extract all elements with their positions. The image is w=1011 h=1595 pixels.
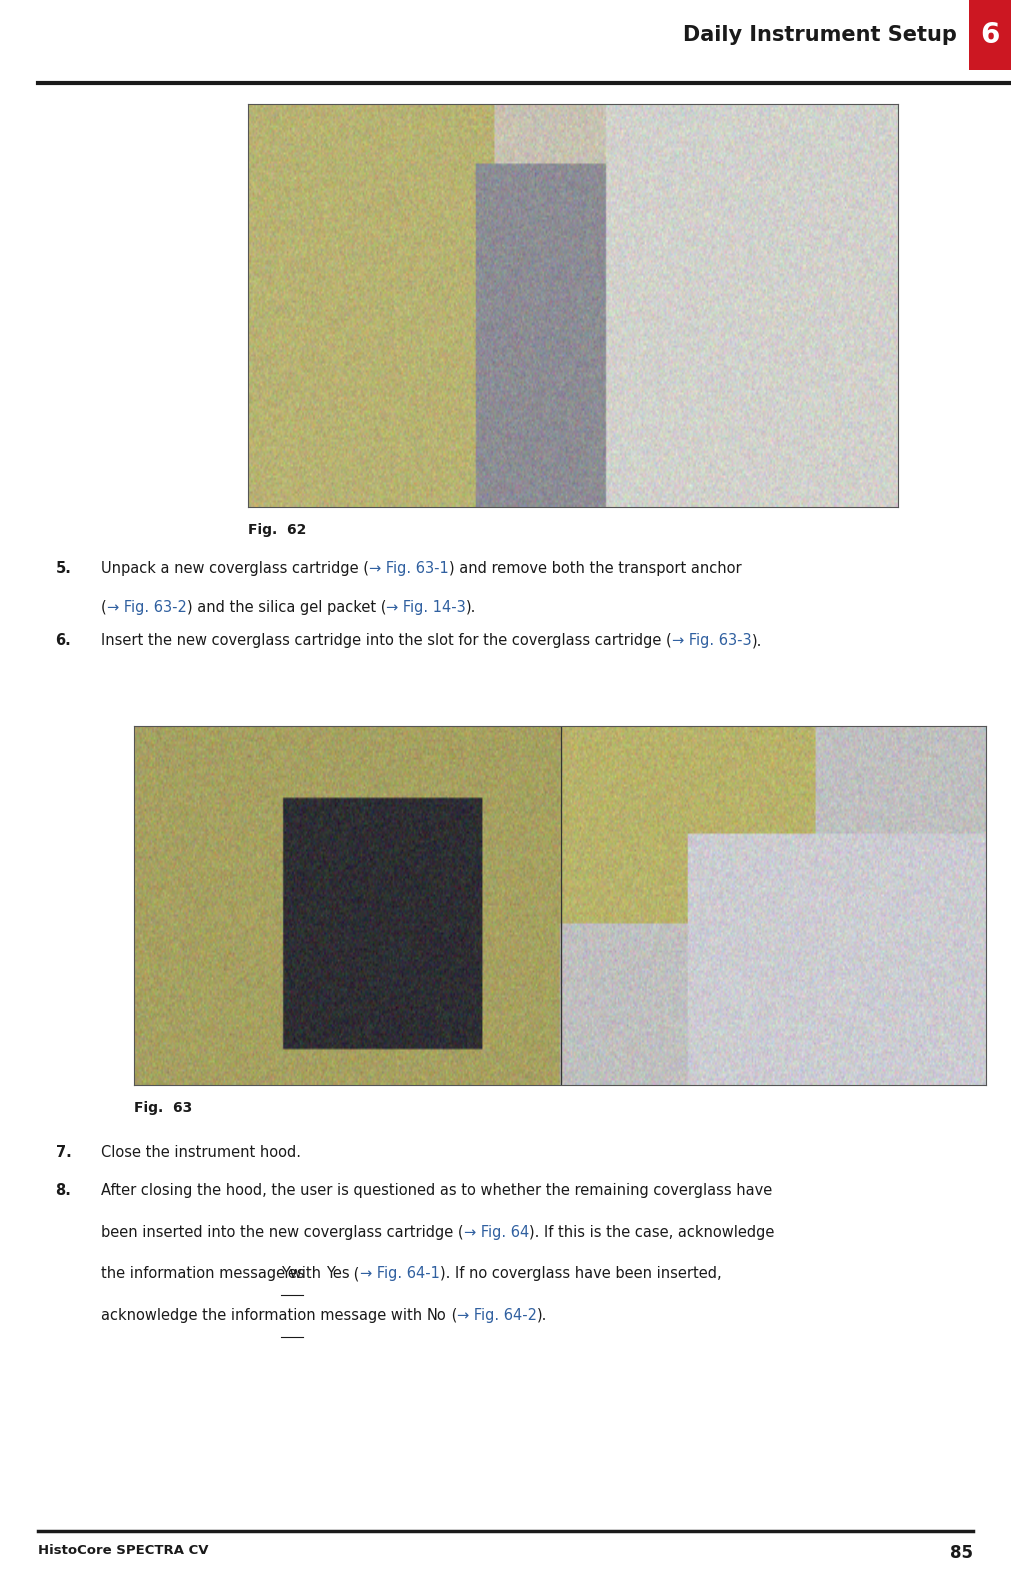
Text: (: ( xyxy=(447,1308,457,1322)
Circle shape xyxy=(148,871,180,922)
Text: (: ( xyxy=(101,600,107,614)
Text: 2: 2 xyxy=(766,471,774,480)
Text: 3: 3 xyxy=(598,287,606,297)
Circle shape xyxy=(727,998,759,1050)
Circle shape xyxy=(585,266,618,317)
Text: Fig.  63: Fig. 63 xyxy=(134,1101,193,1115)
Text: 6: 6 xyxy=(980,21,1000,49)
Text: → Fig. 14-3: → Fig. 14-3 xyxy=(386,600,466,614)
Text: Fig.  62: Fig. 62 xyxy=(248,523,306,538)
Text: ).: ). xyxy=(751,633,762,648)
Text: → Fig. 64-2: → Fig. 64-2 xyxy=(457,1308,537,1322)
Text: No: No xyxy=(427,1308,447,1322)
Circle shape xyxy=(730,405,762,456)
Text: Close the instrument hood.: Close the instrument hood. xyxy=(101,1145,301,1160)
Text: ). If no coverglass have been inserted,: ). If no coverglass have been inserted, xyxy=(440,1266,721,1281)
Text: ) and remove both the transport anchor: ) and remove both the transport anchor xyxy=(449,561,741,576)
Circle shape xyxy=(393,443,426,494)
Text: 7.: 7. xyxy=(56,1145,72,1160)
Circle shape xyxy=(350,732,382,783)
Text: → Fig. 64: → Fig. 64 xyxy=(464,1225,529,1239)
Bar xyxy=(969,0,1011,70)
Text: → Fig. 63-1: → Fig. 63-1 xyxy=(369,561,449,576)
Text: 1: 1 xyxy=(860,796,868,805)
Text: Yes: Yes xyxy=(281,1266,304,1281)
Text: ). If this is the case, acknowledge: ). If this is the case, acknowledge xyxy=(529,1225,774,1239)
Text: → Fig. 63-2: → Fig. 63-2 xyxy=(107,600,187,614)
Text: 1: 1 xyxy=(742,426,750,435)
Text: ).: ). xyxy=(466,600,476,614)
Text: 2: 2 xyxy=(362,753,370,762)
Text: → Fig. 63-3: → Fig. 63-3 xyxy=(672,633,751,648)
Text: the information message with: the information message with xyxy=(101,1266,326,1281)
Text: 1: 1 xyxy=(160,892,168,901)
Text: 8.: 8. xyxy=(56,1183,72,1198)
Text: 6.: 6. xyxy=(56,633,72,648)
Circle shape xyxy=(848,775,881,826)
Text: ) and the silica gel packet (: ) and the silica gel packet ( xyxy=(187,600,386,614)
Text: 4: 4 xyxy=(405,464,413,474)
Text: (: ( xyxy=(350,1266,360,1281)
Text: → Fig. 64-1: → Fig. 64-1 xyxy=(360,1266,440,1281)
Text: 5.: 5. xyxy=(56,561,72,576)
Text: Unpack a new coverglass cartridge (: Unpack a new coverglass cartridge ( xyxy=(101,561,369,576)
Text: Yes: Yes xyxy=(326,1266,350,1281)
Text: acknowledge the information message with: acknowledge the information message with xyxy=(101,1308,427,1322)
Text: HistoCore SPECTRA CV: HistoCore SPECTRA CV xyxy=(38,1544,209,1557)
Text: Insert the new coverglass cartridge into the slot for the coverglass cartridge (: Insert the new coverglass cartridge into… xyxy=(101,633,672,648)
Circle shape xyxy=(754,450,787,501)
Text: been inserted into the new coverglass cartridge (: been inserted into the new coverglass ca… xyxy=(101,1225,464,1239)
Text: After closing the hood, the user is questioned as to whether the remaining cover: After closing the hood, the user is ques… xyxy=(101,1183,772,1198)
Text: Daily Instrument Setup: Daily Instrument Setup xyxy=(682,26,956,45)
Text: ).: ). xyxy=(537,1308,547,1322)
Text: 3: 3 xyxy=(739,1019,747,1029)
Text: 85: 85 xyxy=(949,1544,973,1562)
